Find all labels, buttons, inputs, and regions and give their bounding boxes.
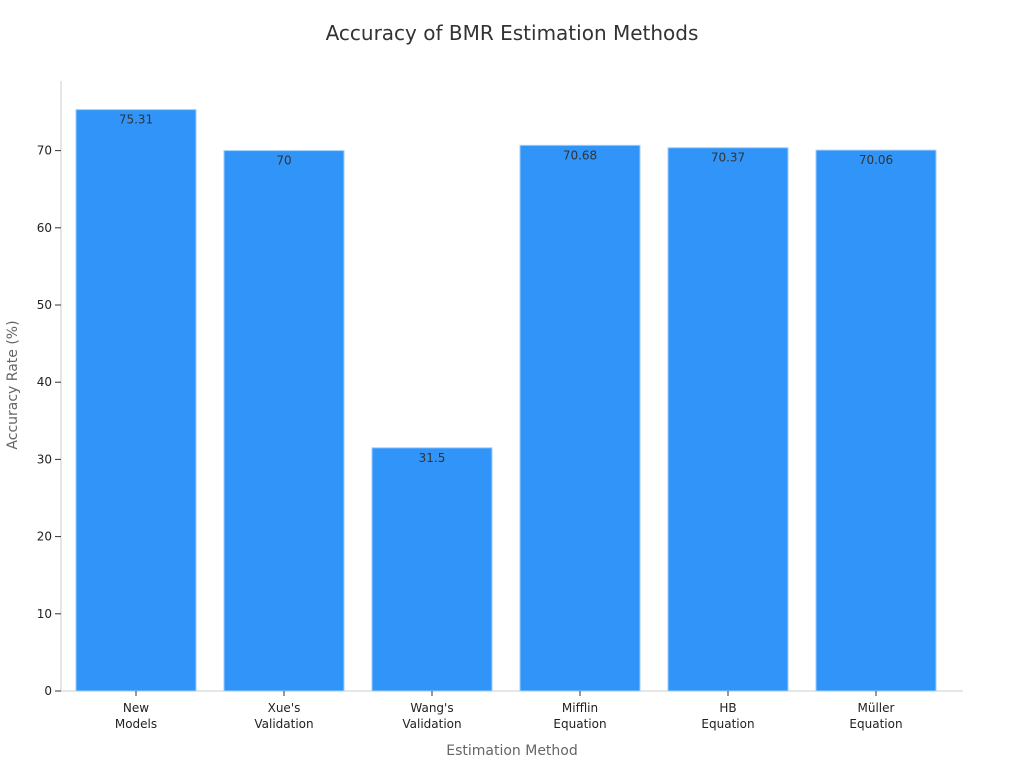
x-tick-label: New Models — [115, 701, 157, 731]
x-tick-label-line: Xue's — [268, 701, 301, 715]
y-axis-label: Accuracy Rate (%) — [5, 320, 21, 449]
bar-value-label: 75.31 — [119, 113, 153, 127]
x-axis-label: Estimation Method — [446, 743, 578, 759]
x-tick-label-line: Müller — [858, 701, 895, 715]
x-tick-label-line: Equation — [701, 717, 754, 731]
x-tick-label: Mifflin Equation — [553, 701, 606, 731]
bar — [223, 150, 345, 692]
x-tick-label: Xue's Validation — [254, 701, 313, 731]
bar — [75, 109, 197, 692]
bar — [519, 144, 641, 692]
y-tick-label: 10 — [37, 607, 52, 621]
y-tick-label: 30 — [37, 452, 52, 466]
x-tick-label-line: New — [123, 701, 149, 715]
chart-title: Accuracy of BMR Estimation Methods — [326, 21, 699, 45]
y-tick-label: 60 — [37, 221, 52, 235]
x-tick-label-line: Validation — [402, 717, 461, 731]
bar — [371, 447, 493, 692]
x-tick-label-line: Equation — [553, 717, 606, 731]
bar-value-label: 70.68 — [563, 148, 597, 162]
bar-value-label: 70 — [276, 154, 291, 168]
x-tick-label: Müller Equation — [849, 701, 902, 731]
y-tick-label: 20 — [37, 530, 52, 544]
x-tick-label: HB Equation — [701, 701, 754, 731]
y-tick-label: 70 — [37, 144, 52, 158]
x-tick-label-line: Wang's — [410, 701, 453, 715]
bar — [815, 149, 937, 692]
bar — [667, 147, 789, 692]
x-tick-label: Wang's Validation — [402, 701, 461, 731]
bar-value-label: 31.5 — [419, 451, 446, 465]
bar-value-label: 70.06 — [859, 153, 893, 167]
x-tick-label-line: HB — [719, 701, 736, 715]
y-tick-label: 40 — [37, 375, 52, 389]
plot-area: 0 10 20 30 40 50 60 70 75.31 New Models 70 Xue's Vali… — [37, 81, 963, 731]
y-tick-label: 0 — [44, 684, 52, 698]
x-tick-label-line: Models — [115, 717, 157, 731]
x-tick-label-line: Equation — [849, 717, 902, 731]
bar-value-label: 70.37 — [711, 151, 745, 165]
x-tick-label-line: Validation — [254, 717, 313, 731]
x-tick-label-line: Mifflin — [562, 701, 598, 715]
y-tick-label: 50 — [37, 298, 52, 312]
